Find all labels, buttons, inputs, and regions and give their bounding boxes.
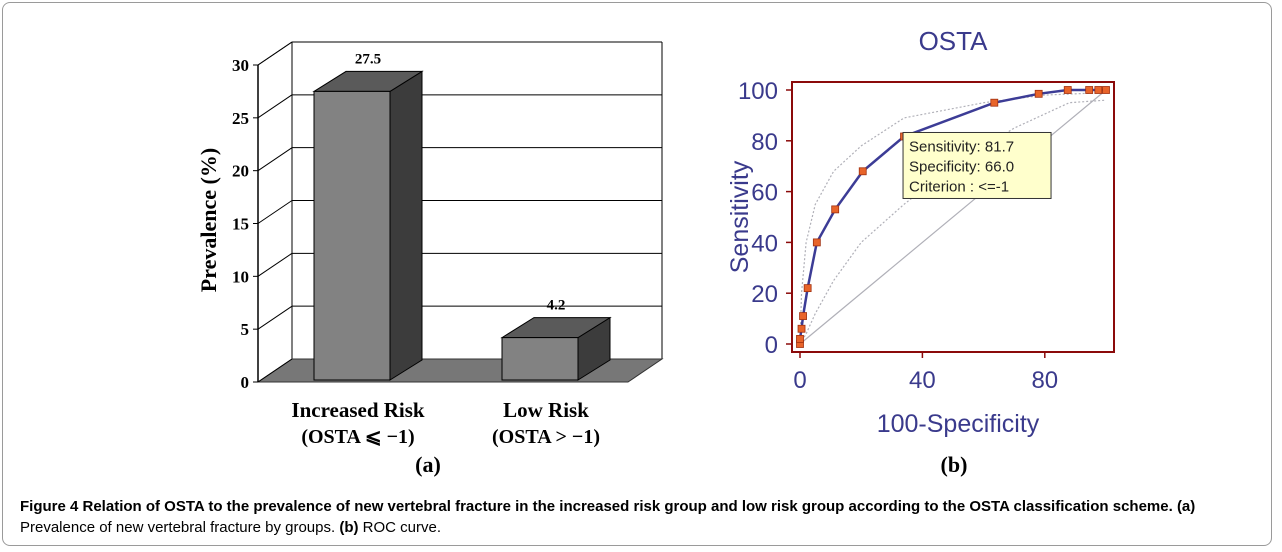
roc-panel-label: (b): [941, 452, 968, 477]
bar-chart-panel-label: (a): [415, 452, 441, 477]
roc-point: [1094, 86, 1103, 94]
annotation-background: [902, 131, 1052, 199]
roc-point: [1034, 89, 1043, 98]
roc-point: [797, 324, 806, 333]
roc-point: [796, 335, 804, 343]
x-tick-label: 80: [1031, 367, 1058, 394]
bar-chart-categories: Increased Risk (OSTA ⩽ −1) Low Risk (OSTA >…: [291, 398, 600, 448]
confidence-band-upper: [799, 91, 1107, 345]
bar-chart-bars: [312, 70, 612, 381]
bar-chart-y-ticks: 0 5 10 15 20 25 30: [232, 41, 293, 392]
y-tick-label: 5: [241, 320, 250, 339]
roc-chart-title: OSTA: [919, 26, 989, 56]
diagonal-reference-line: [799, 89, 1107, 345]
y-tick-label: 20: [232, 162, 249, 181]
x-tick-label: 0: [793, 367, 806, 394]
y-tick-label: 0: [765, 332, 778, 359]
y-tick-label: 10: [232, 267, 249, 286]
roc-point: [1085, 86, 1094, 94]
annotation-line: Sensitivity: 81.7: [909, 138, 1014, 155]
caption-title: Figure 4 Relation of OSTA to the prevale…: [20, 498, 1173, 515]
roc-point: [812, 238, 821, 247]
roc-point: [858, 167, 867, 176]
bar-data-label: 4.2: [547, 298, 566, 314]
y-tick-label: 100: [738, 78, 778, 105]
caption-part-b-label: (b): [339, 519, 359, 536]
bar-chart-data-labels: 27.5 4.2: [355, 51, 566, 313]
roc-point: [990, 98, 999, 107]
roc-y-ticks: 0 20 40 60 80 100: [738, 78, 792, 359]
side-gridline: [257, 94, 293, 119]
caption-part-b-text: ROC curve.: [358, 519, 442, 536]
figure-frame: [2, 2, 1272, 546]
bar-data-label: 27.5: [355, 51, 381, 67]
roc-point: [1102, 86, 1110, 94]
roc-point: [803, 284, 812, 293]
category-label-line1: Low Risk: [503, 398, 589, 422]
caption-part-a-text: Prevalence of new vertebral fracture by …: [20, 519, 336, 536]
roc-point: [831, 205, 840, 214]
confidence-band-lower: [799, 99, 1107, 345]
roc-plot-frame: [791, 81, 1115, 353]
y-tick-label: 15: [232, 215, 249, 234]
side-gridline: [257, 358, 293, 383]
roc-point: [1063, 86, 1072, 94]
figure-caption: Figure 4 Relation of OSTA to the prevale…: [20, 496, 1260, 538]
roc-point: [799, 312, 807, 320]
side-gridline: [257, 305, 293, 330]
y-tick-label: 40: [751, 230, 778, 257]
roc-points: [796, 86, 1110, 348]
category-label-line2: (OSTA ⩽ −1): [301, 426, 414, 448]
y-tick-label: 80: [751, 129, 778, 156]
roc-reference-line: [799, 89, 1107, 345]
roc-x-ticks: 0 40 80: [793, 352, 1058, 394]
bar-chart-a: 0 5 10 15 20 25 30 27.5 4.2 Increased Risk (OSTA…: [196, 41, 664, 477]
bar: [501, 337, 579, 381]
y-tick-label: 0: [241, 373, 250, 392]
caption-part-a-label: (a): [1176, 498, 1196, 515]
bar-side: [389, 70, 423, 381]
roc-x-axis-label: 100-Specificity: [877, 410, 1040, 438]
side-gridline: [257, 147, 293, 172]
category-label-line1: Increased Risk: [291, 398, 425, 422]
bar-chart-y-axis-label: Prevalence (%): [196, 148, 221, 292]
roc-annotation-box: Sensitivity: 81.7 Specificity: 66.0 Criter…: [902, 131, 1052, 199]
y-tick-label: 60: [751, 180, 778, 207]
side-gridline: [257, 200, 293, 224]
category-label-line2: (OSTA > −1): [492, 426, 600, 448]
roc-chart-b: OSTA 0 40 80 0 20 40 60 80 100 Sensitivity: 81.…: [726, 26, 1115, 477]
annotation-line: Specificity: 66.0: [909, 158, 1014, 175]
y-tick-label: 30: [232, 56, 249, 75]
side-gridline: [257, 41, 293, 66]
x-tick-label: 40: [909, 367, 936, 394]
y-tick-label: 25: [232, 109, 249, 128]
side-gridline: [257, 252, 293, 277]
bar: [313, 90, 391, 381]
roc-confidence-band: [799, 91, 1107, 345]
annotation-line: Criterion : <=-1: [909, 178, 1009, 195]
roc-y-axis-label: Sensitivity: [726, 160, 754, 273]
y-tick-label: 20: [751, 281, 778, 308]
